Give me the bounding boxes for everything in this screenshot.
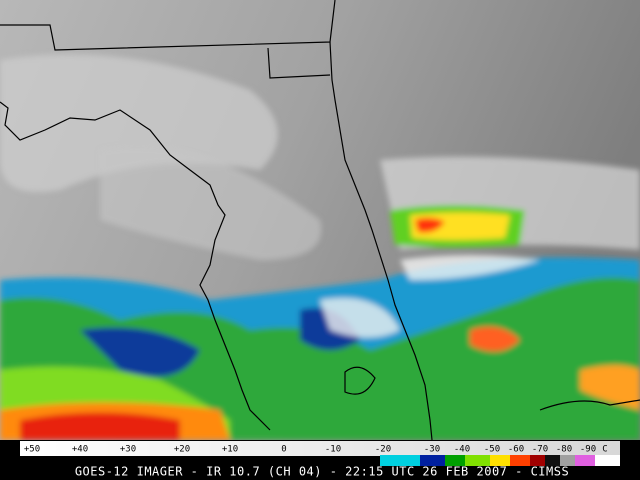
color-bar-label: +20 (174, 445, 190, 455)
color-bar-label: +40 (72, 445, 88, 455)
color-bar-labels-bg (20, 441, 620, 456)
color-bar-label: -20 (375, 445, 391, 455)
imagery (0, 0, 640, 441)
coastlines (0, 0, 640, 440)
color-bar-label: -60 (508, 445, 524, 455)
unit-label: C (602, 445, 607, 455)
color-bar-label: +10 (222, 445, 238, 455)
color-bar-label: -70 (532, 445, 548, 455)
color-bar-label: -50 (484, 445, 500, 455)
color-bar-label: -90 (580, 445, 596, 455)
color-bar-label: -40 (454, 445, 470, 455)
clouds (0, 54, 640, 440)
color-bar-label: 0 (281, 445, 286, 455)
color-bar-label: -30 (424, 445, 440, 455)
caption: GOES-12 IMAGER - IR 10.7 (CH 04) - 22:15… (75, 465, 569, 479)
color-bar: +50 +40 +30 +20 +10 0 -10 -20 -30 -40 -50 -60 -70 -80… (0, 440, 640, 480)
color-scale (380, 455, 620, 466)
color-bar-label: -10 (325, 445, 341, 455)
color-bar-labels: +50 +40 +30 +20 +10 0 -10 -20 -30 -40 -50 -60 -70 -80… (24, 445, 596, 455)
color-bar-label: +30 (120, 445, 136, 455)
color-bar-label: -80 (556, 445, 572, 455)
color-bar-label: +50 (24, 445, 40, 455)
